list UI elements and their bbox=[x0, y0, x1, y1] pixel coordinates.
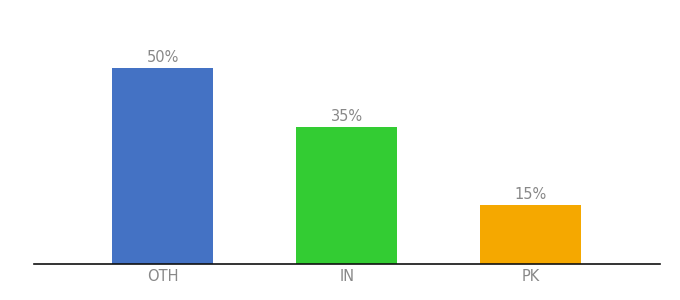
Text: 35%: 35% bbox=[330, 109, 363, 124]
Bar bbox=[296, 127, 397, 264]
Text: 50%: 50% bbox=[147, 50, 179, 65]
Bar bbox=[480, 205, 581, 264]
Text: 15%: 15% bbox=[515, 187, 547, 202]
Bar bbox=[112, 68, 214, 264]
